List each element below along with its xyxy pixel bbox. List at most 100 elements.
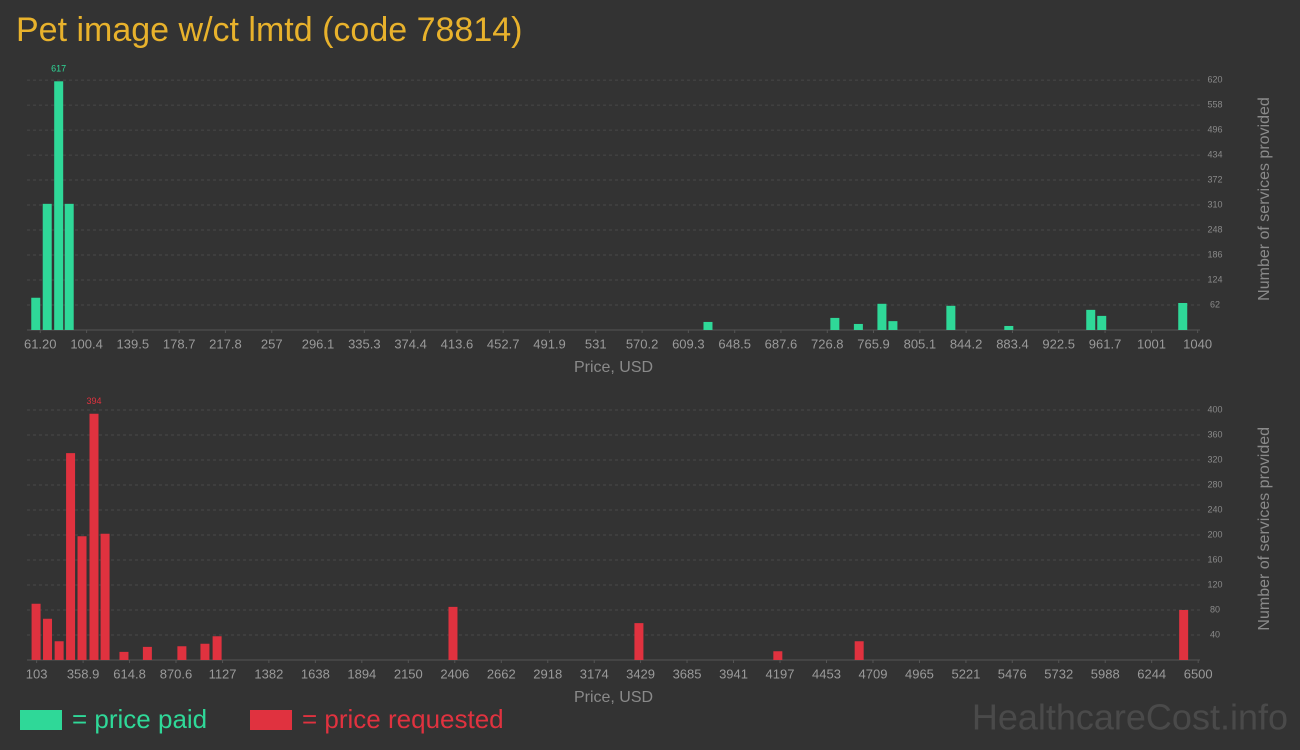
x-tick-label: 870.6: [160, 666, 193, 681]
x-tick-label: 6500: [1184, 666, 1213, 681]
x-tick-label: 765.9: [857, 336, 890, 351]
bar: [66, 453, 76, 660]
bar: [877, 303, 887, 330]
x-tick-label: 6244: [1137, 666, 1166, 681]
bar: [1179, 610, 1189, 660]
bar: [31, 297, 41, 330]
y-tick-label: 372: [1207, 174, 1222, 184]
y-tick-label: 320: [1207, 454, 1222, 464]
y-tick-label: 400: [1207, 404, 1222, 414]
x-tick-label: 844.2: [950, 336, 983, 351]
y-tick-label: 310: [1207, 199, 1222, 209]
bar: [119, 651, 129, 660]
x-tick-label: 296.1: [302, 336, 335, 351]
bar: [830, 317, 840, 330]
y-tick-label: 280: [1207, 479, 1222, 489]
x-tick-label: 2662: [487, 666, 516, 681]
y-axis-label: Number of services provided: [1256, 427, 1273, 631]
x-tick-label: 100.4: [70, 336, 103, 351]
x-tick-label: 961.7: [1089, 336, 1122, 351]
bar: [212, 636, 222, 660]
x-tick-label: 217.8: [209, 336, 242, 351]
bar: [177, 646, 187, 660]
x-tick-label: 4965: [905, 666, 934, 681]
x-tick-label: 1127: [209, 666, 237, 681]
legend-label: = price requested: [302, 704, 504, 734]
x-tick-label: 335.3: [348, 336, 381, 351]
bar: [77, 536, 87, 660]
x-tick-label: 178.7: [163, 336, 196, 351]
bar: [853, 323, 863, 330]
x-tick-label: 805.1: [904, 336, 937, 351]
bar: [1097, 315, 1107, 330]
x-tick-label: 4453: [812, 666, 841, 681]
legend-label: = price paid: [72, 704, 207, 734]
x-tick-label: 1001: [1137, 336, 1166, 351]
legend-swatch: [20, 710, 62, 730]
y-tick-label: 40: [1210, 629, 1220, 639]
bar: [634, 623, 644, 660]
x-tick-label: 3685: [673, 666, 702, 681]
x-tick-label: 609.3: [672, 336, 705, 351]
bar: [54, 81, 64, 330]
x-tick-label: 5221: [951, 666, 980, 681]
x-tick-label: 1382: [254, 666, 283, 681]
y-tick-label: 200: [1207, 529, 1222, 539]
x-tick-label: 2150: [394, 666, 423, 681]
y-tick-label: 62: [1210, 299, 1220, 309]
x-tick-label: 374.4: [394, 336, 427, 351]
x-tick-label: 2406: [440, 666, 469, 681]
y-tick-label: 186: [1207, 249, 1222, 259]
x-tick-label: 5732: [1044, 666, 1073, 681]
y-tick-label: 124: [1207, 274, 1222, 284]
x-tick-label: 5988: [1091, 666, 1120, 681]
bar: [448, 606, 458, 660]
bar: [100, 533, 110, 660]
x-tick-label: 139.5: [117, 336, 150, 351]
x-tick-label: 3941: [719, 666, 748, 681]
bar: [854, 641, 864, 660]
x-tick-label: 452.7: [487, 336, 520, 351]
x-tick-label: 570.2: [626, 336, 659, 351]
x-tick-label: 726.8: [811, 336, 844, 351]
x-tick-label: 883.4: [996, 336, 1029, 351]
bar: [703, 321, 713, 330]
x-axis-label: Price, USD: [574, 689, 653, 706]
x-tick-label: 358.9: [67, 666, 100, 681]
y-tick-label: 620: [1207, 74, 1222, 84]
bar: [1086, 309, 1096, 330]
y-axis-label: Number of services provided: [1256, 97, 1273, 301]
x-tick-label: 922.5: [1042, 336, 1075, 351]
y-tick-label: 80: [1210, 604, 1220, 614]
x-tick-label: 1894: [347, 666, 376, 681]
legend-swatch: [250, 710, 292, 730]
x-tick-label: 103: [26, 666, 48, 681]
x-tick-label: 61.20: [24, 336, 57, 351]
bar: [42, 203, 52, 330]
y-tick-label: 360: [1207, 429, 1222, 439]
y-tick-label: 240: [1207, 504, 1222, 514]
bar: [142, 646, 152, 660]
y-tick-label: 434: [1207, 149, 1222, 159]
bar: [946, 305, 956, 330]
data-label: 617: [51, 64, 66, 74]
x-tick-label: 2918: [533, 666, 562, 681]
x-tick-label: 648.5: [718, 336, 751, 351]
bar: [64, 203, 74, 330]
data-label: 394: [86, 396, 101, 406]
x-tick-label: 491.9: [533, 336, 566, 351]
bar: [773, 651, 783, 660]
bar: [31, 603, 41, 660]
bar: [89, 413, 99, 660]
y-tick-label: 120: [1207, 579, 1222, 589]
x-tick-label: 3174: [580, 666, 609, 681]
bar: [888, 321, 898, 330]
y-tick-label: 496: [1207, 124, 1222, 134]
x-tick-label: 3429: [626, 666, 655, 681]
x-tick-label: 4197: [766, 666, 795, 681]
y-tick-label: 160: [1207, 554, 1222, 564]
x-tick-label: 5476: [998, 666, 1027, 681]
y-tick-label: 558: [1207, 99, 1222, 109]
